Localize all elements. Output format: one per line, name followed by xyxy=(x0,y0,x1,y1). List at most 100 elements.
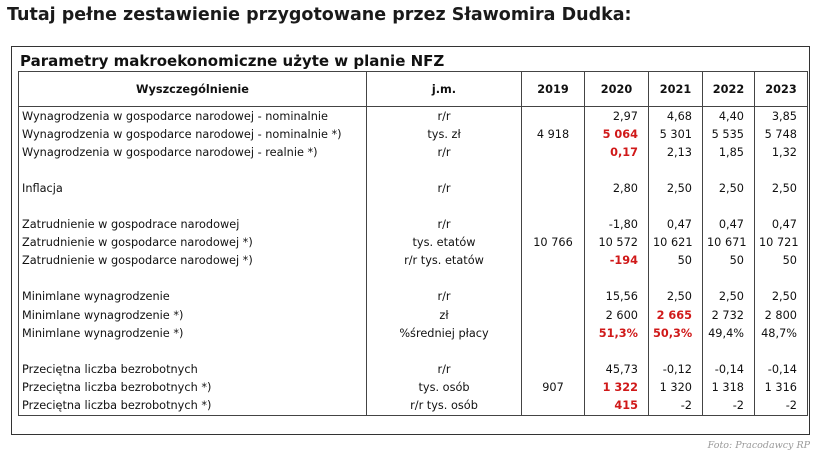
value-cell-2022: 5 535 xyxy=(702,125,755,144)
row-label: Wynagrodzenia w gospodarce narodowej - n… xyxy=(18,125,367,144)
table-spacer-row xyxy=(18,342,808,361)
value-cell-2023: 1 316 xyxy=(754,378,808,397)
table-row: Wynagrodzenia w gospodarce narodowej - n… xyxy=(18,125,808,144)
row-label: Minimlane wynagrodzenie *) xyxy=(18,324,367,343)
value-cell-2022: 4,40 xyxy=(702,106,755,126)
value-cell-2019 xyxy=(521,215,585,234)
value-cell-2019 xyxy=(521,179,585,198)
value-cell-2019 xyxy=(521,269,585,288)
row-unit: r/r xyxy=(366,215,522,234)
row-label: Zatrudnienie w gospodarce narodowej *) xyxy=(18,251,367,270)
value-cell-2022: 2 732 xyxy=(702,306,755,325)
row-unit: r/r xyxy=(366,360,522,379)
value-cell-2021: 2,13 xyxy=(648,143,703,162)
value-cell-2020: 51,3% xyxy=(584,324,649,343)
value-cell-2019 xyxy=(521,360,585,379)
value-cell-2022: 0,47 xyxy=(702,215,755,234)
value-cell-2020: 2 600 xyxy=(584,306,649,325)
value-cell-2023: 5 748 xyxy=(754,125,808,144)
macro-parameters-table: Wyszczególnienie j.m. 2019 2020 2021 202… xyxy=(18,71,808,416)
value-cell-2021: 2,50 xyxy=(648,179,703,198)
value-cell-2021: -0,12 xyxy=(648,360,703,379)
value-cell-2021: -2 xyxy=(648,396,703,416)
table-row: Minimlane wynagrodzenie r/r 15,56 2,50 2,50 2… xyxy=(18,287,808,307)
table-row: Inflacja r/r 2,80 2,50 2,50 2,50 xyxy=(18,179,808,198)
row-unit: tys. etatów xyxy=(366,233,522,252)
table-row: Przeciętna liczba bezrobotnych r/r 45,73 -0… xyxy=(18,360,808,379)
row-label xyxy=(18,269,367,288)
row-unit: r/r tys. etatów xyxy=(366,251,522,270)
value-cell-2020: 1 322 xyxy=(584,378,649,397)
header-jm: j.m. xyxy=(366,71,522,107)
row-label: Inflacja xyxy=(18,179,367,198)
value-cell-2019 xyxy=(521,342,585,361)
article-heading: Tutaj pełne zestawienie przygotowane prz… xyxy=(7,5,632,25)
value-cell-2021 xyxy=(648,161,703,180)
value-cell-2022 xyxy=(702,342,755,361)
header-2019: 2019 xyxy=(521,71,585,107)
row-label xyxy=(18,342,367,361)
row-unit: r/r xyxy=(366,106,522,126)
row-label xyxy=(18,161,367,180)
value-cell-2021 xyxy=(648,197,703,216)
value-cell-2021 xyxy=(648,342,703,361)
table-row: Przeciętna liczba bezrobotnych *) tys. os… xyxy=(18,378,808,397)
row-label: Minimlane wynagrodzenie xyxy=(18,287,367,307)
row-unit xyxy=(366,342,522,361)
value-cell-2019 xyxy=(521,306,585,325)
row-label: Zatrudnienie w gospodarce narodowej *) xyxy=(18,233,367,252)
row-label: Zatrudnienie w gospodrace narodowej xyxy=(18,215,367,234)
value-cell-2022: 50 xyxy=(702,251,755,270)
header-2022: 2022 xyxy=(702,71,755,107)
value-cell-2020: -194 xyxy=(584,251,649,270)
row-unit: tys. zł xyxy=(366,125,522,144)
value-cell-2019 xyxy=(521,161,585,180)
value-cell-2022: 49,4% xyxy=(702,324,755,343)
table-figure: Parametry makroekonomiczne użyte w plani… xyxy=(11,46,810,435)
row-label: Przeciętna liczba bezrobotnych *) xyxy=(18,378,367,397)
row-label: Wynagrodzenia w gospodarce narodowej - n… xyxy=(18,106,367,126)
value-cell-2022: 10 671 xyxy=(702,233,755,252)
value-cell-2023: -0,14 xyxy=(754,360,808,379)
header-2020: 2020 xyxy=(584,71,649,107)
table-row: Wynagrodzenia w gospodarce narodowej - r… xyxy=(18,143,808,162)
table-row: Minimlane wynagrodzenie *) zł 2 600 2 665 2 … xyxy=(18,306,808,325)
value-cell-2020: 415 xyxy=(584,396,649,416)
value-cell-2022: 1 318 xyxy=(702,378,755,397)
value-cell-2023: 2 800 xyxy=(754,306,808,325)
row-unit: r/r xyxy=(366,287,522,307)
value-cell-2021: 50 xyxy=(648,251,703,270)
table-spacer-row xyxy=(18,197,808,216)
value-cell-2021: 1 320 xyxy=(648,378,703,397)
value-cell-2022 xyxy=(702,269,755,288)
row-label xyxy=(18,197,367,216)
value-cell-2022 xyxy=(702,161,755,180)
row-label: Przeciętna liczba bezrobotnych *) xyxy=(18,396,367,416)
row-unit: %średniej płacy xyxy=(366,324,522,343)
value-cell-2021: 10 621 xyxy=(648,233,703,252)
row-unit: r/r tys. osób xyxy=(366,396,522,416)
value-cell-2023 xyxy=(754,269,808,288)
value-cell-2023: 10 721 xyxy=(754,233,808,252)
value-cell-2020: 10 572 xyxy=(584,233,649,252)
value-cell-2022: -2 xyxy=(702,396,755,416)
table-spacer-row xyxy=(18,161,808,180)
row-label: Minimlane wynagrodzenie *) xyxy=(18,306,367,325)
value-cell-2019 xyxy=(521,143,585,162)
value-cell-2023: -2 xyxy=(754,396,808,416)
table-spacer-row xyxy=(18,269,808,288)
value-cell-2023: 2,50 xyxy=(754,179,808,198)
header-wyszczegolnienie: Wyszczególnienie xyxy=(18,71,367,107)
value-cell-2019: 907 xyxy=(521,378,585,397)
value-cell-2023: 48,7% xyxy=(754,324,808,343)
header-2023: 2023 xyxy=(754,71,808,107)
value-cell-2023 xyxy=(754,342,808,361)
value-cell-2019 xyxy=(521,324,585,343)
figure-title: Parametry makroekonomiczne użyte w plani… xyxy=(20,52,445,70)
value-cell-2023 xyxy=(754,197,808,216)
value-cell-2020: 45,73 xyxy=(584,360,649,379)
row-unit: zł xyxy=(366,306,522,325)
row-unit: r/r xyxy=(366,143,522,162)
table-body: Wynagrodzenia w gospodarce narodowej - n… xyxy=(18,106,808,416)
value-cell-2019 xyxy=(521,396,585,416)
